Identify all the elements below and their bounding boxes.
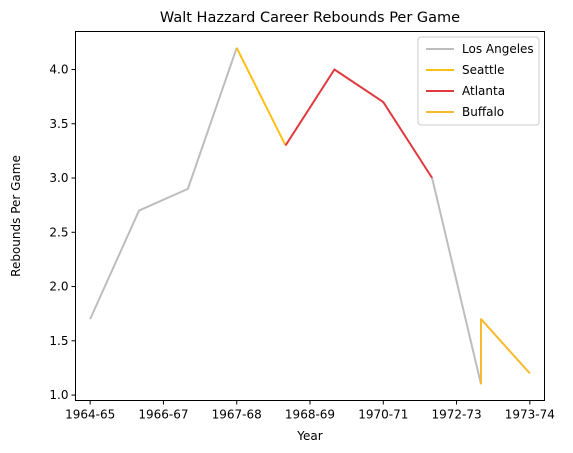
y-tick-label: 1.0	[49, 388, 68, 402]
series-line-los-angeles-3	[431, 177, 482, 385]
x-tick-label: 1967-68	[212, 408, 262, 422]
series-line-seattle-1	[235, 47, 287, 146]
y-tick-label: 3.5	[49, 117, 68, 131]
x-tick-label: 1964-65	[65, 408, 115, 422]
y-tick-label: 2.0	[49, 280, 68, 294]
x-tick-label: 1970-71	[358, 408, 408, 422]
x-tick-label: 1973-74	[505, 408, 555, 422]
series-line-buffalo-4	[479, 318, 531, 385]
legend-label: Atlanta	[462, 84, 505, 98]
legend-label: Seattle	[462, 63, 504, 77]
x-axis-label: Year	[296, 429, 322, 443]
legend: Los Angeles Seattle Atlanta Buffalo	[417, 36, 540, 126]
y-tick-label: 4.0	[49, 62, 68, 76]
y-tick-label: 2.5	[49, 225, 68, 239]
legend-label: Buffalo	[462, 105, 504, 119]
chart-title: Walt Hazzard Career Rebounds Per Game	[160, 10, 460, 26]
series-line-atlanta-2	[284, 68, 433, 179]
legend-label: Los Angeles	[462, 42, 534, 56]
x-axis-ticks: 1964-65 1966-67 1967-68 1968-69 1970-71 1972-…	[65, 400, 555, 422]
plot-series	[89, 47, 531, 385]
y-axis-ticks: 1.0 1.5 2.0 2.5 3.0 3.5 4.0	[49, 62, 76, 402]
plot-frame	[75, 31, 545, 401]
x-tick-label: 1968-69	[285, 408, 335, 422]
x-tick-label: 1972-73	[431, 408, 481, 422]
y-tick-label: 3.0	[49, 171, 68, 185]
y-tick-label: 1.5	[49, 334, 68, 348]
legend-box	[417, 36, 540, 126]
x-tick-label: 1966-67	[138, 408, 188, 422]
y-axis-label: Rebounds Per Game	[9, 155, 23, 277]
series-line-los-angeles-0	[89, 47, 238, 320]
